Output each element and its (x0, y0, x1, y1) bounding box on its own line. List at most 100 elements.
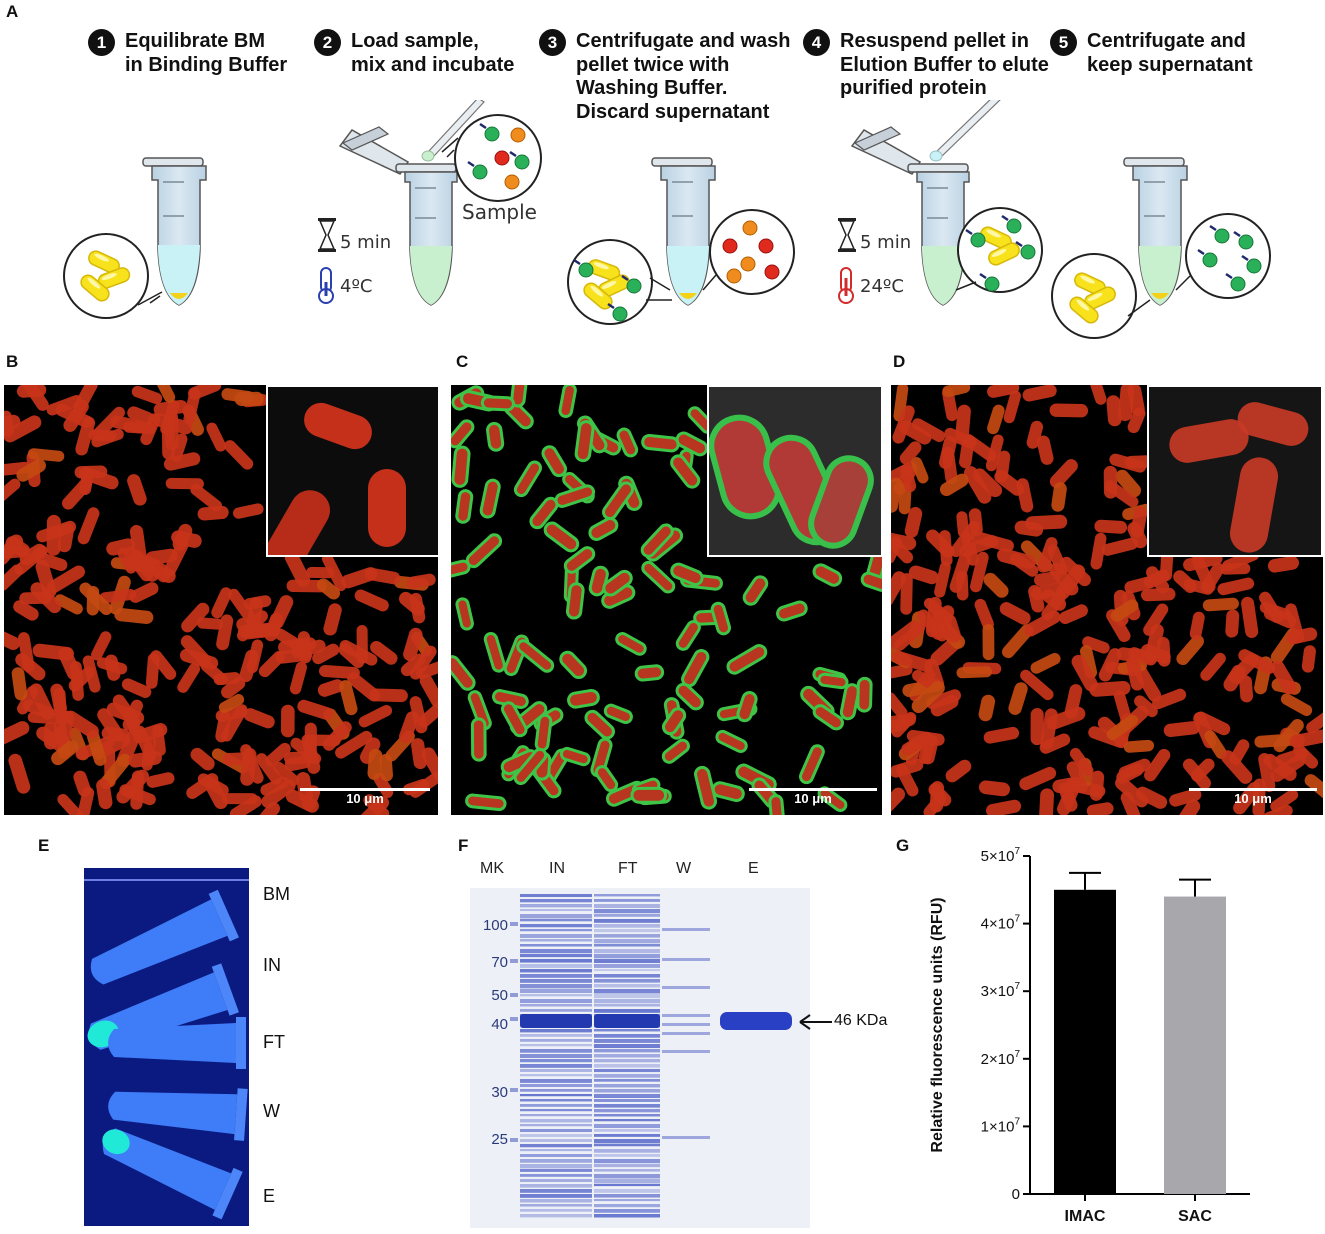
scale-label-d: 10 μm (1234, 791, 1272, 806)
bacterium-cell (1022, 385, 1057, 402)
bacterium-cell (930, 694, 959, 717)
bacterium-cell (128, 750, 162, 768)
bacterium-cell (243, 708, 275, 729)
bacterium-cell (451, 655, 476, 691)
bacterium-cell (451, 445, 471, 488)
bacterium-cell (1037, 537, 1058, 573)
gel-band (520, 979, 592, 983)
bacterium-cell (240, 747, 257, 786)
gel-band (520, 904, 592, 908)
bacterium-cell (726, 644, 768, 675)
bacterium-cell (900, 464, 917, 493)
bacterium-cell (306, 566, 335, 579)
gel-band (520, 899, 592, 903)
bacterium-cell (1202, 597, 1239, 612)
bacterium-cell (510, 385, 528, 408)
bacterium-cell (270, 595, 294, 629)
gel-band (520, 909, 592, 912)
bacterium-cell (409, 771, 438, 798)
bacterium-cell (899, 441, 922, 465)
bacterium-cell (985, 799, 1022, 815)
micrograph-c: 10 μm (451, 385, 882, 815)
bacterium-cell (817, 672, 849, 690)
bacterium-cell (983, 572, 1009, 598)
gel-band (594, 1039, 660, 1043)
bacterium-cell (403, 627, 423, 662)
gel-band (594, 1204, 660, 1208)
gel-band (520, 1204, 592, 1207)
bacterium-cell (406, 573, 436, 589)
bacterium-cell (73, 770, 92, 797)
bacterium-cell (221, 704, 248, 742)
bacterium-cell (1270, 789, 1299, 813)
bacterium-cell (1220, 750, 1253, 784)
bacterium-cell (57, 793, 90, 815)
bacterium-cell (710, 601, 732, 636)
gel-band (520, 914, 592, 919)
bacterium-cell (54, 594, 83, 615)
gel-band (662, 1136, 710, 1139)
gel-band (594, 1174, 660, 1179)
gel-band (594, 1189, 660, 1193)
gel-band (594, 974, 660, 978)
gel-band (520, 1044, 592, 1047)
zoom-inset-b (266, 385, 438, 557)
bacterium-cell (1020, 669, 1054, 701)
bacterium-cell (455, 489, 474, 524)
gel-band (520, 1069, 592, 1072)
gel-band (520, 1174, 592, 1177)
gel-band (594, 1149, 660, 1153)
bacterium-cell (899, 420, 932, 445)
bacterium-cell (232, 503, 264, 519)
bacterium-cell (1225, 609, 1240, 638)
step2-temp: 4ºC (340, 276, 373, 297)
bacterium-cell (908, 565, 939, 585)
bacterium-cell (1014, 520, 1044, 537)
step-text: Load sample, mix and incubate (351, 30, 515, 76)
bacterium-cell (895, 763, 919, 797)
gel-band (520, 1089, 592, 1092)
uv-tube-photo (84, 868, 249, 1226)
gel-band (520, 1129, 592, 1133)
bacterium-cell (181, 602, 210, 633)
scale-bar-b (300, 788, 430, 791)
tube-label-ft: FT (263, 1032, 285, 1052)
bacterium-cell (27, 711, 69, 725)
bacterium-cell (1152, 688, 1187, 710)
bacterium-cell (891, 692, 908, 719)
cells-d (891, 385, 1323, 815)
gel-band (594, 1079, 660, 1082)
gel-band (594, 1194, 660, 1198)
bacterium-cell (974, 598, 994, 631)
bacterium-cell (1270, 660, 1297, 695)
bacterium-cell (963, 466, 992, 504)
bacterium-cell (588, 517, 619, 541)
gel-band (520, 1109, 592, 1112)
bacterium-cell (1194, 711, 1231, 736)
gel-band (594, 979, 660, 983)
bacterium-cell (1204, 730, 1227, 759)
bacterium-cell (151, 385, 176, 403)
bacterium-cell (51, 740, 79, 766)
bacterium-cell (1118, 758, 1151, 779)
bacterium-cell (86, 730, 107, 766)
bacterium-cell (4, 478, 21, 507)
gel-band (520, 919, 592, 922)
zoom-inset-d (1147, 385, 1323, 557)
bacterium-cell (363, 794, 390, 815)
gel-band (520, 959, 592, 963)
bacterium-cell (221, 676, 246, 699)
gel-band (520, 1049, 592, 1053)
gel-band (594, 1009, 660, 1013)
bacterium-cell (945, 759, 972, 783)
bacterium-cell (904, 506, 923, 538)
inset-cells-d (1169, 402, 1309, 553)
bacterium-cell (513, 460, 543, 498)
gel-band (520, 994, 592, 997)
gel-band (594, 1164, 660, 1168)
bacterium-cell (455, 597, 474, 631)
bacterium-cell (559, 650, 588, 680)
lane-label-w: W (676, 860, 692, 877)
bacterium-cell (900, 573, 913, 615)
scale-label-c: 10 μm (794, 791, 832, 806)
